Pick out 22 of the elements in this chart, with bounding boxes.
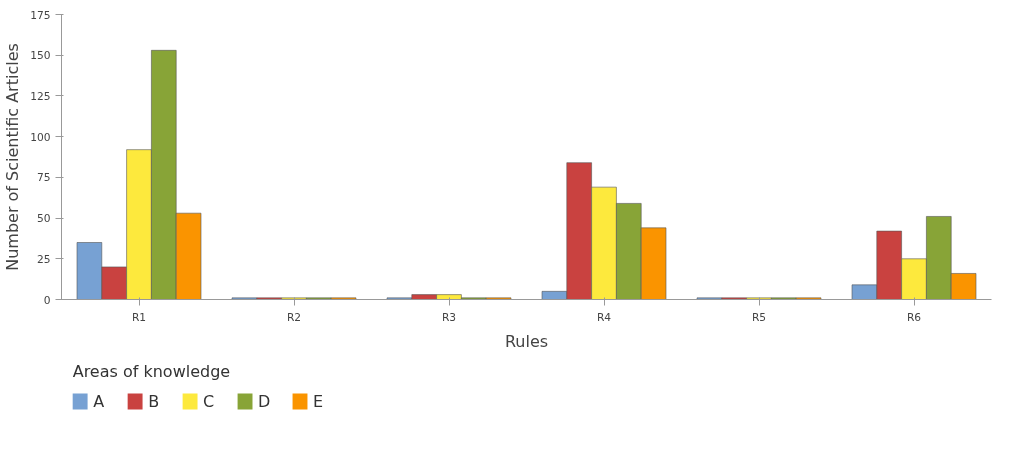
x-tick-label: R3 (441, 310, 457, 324)
legend-label: A (93, 392, 105, 411)
y-tick-label: 0 (43, 293, 51, 307)
x-tick-label: R1 (131, 310, 147, 324)
y-tick-label: 25 (36, 252, 51, 266)
x-tick-label: R2 (286, 310, 302, 324)
y-tick-label: 175 (30, 8, 51, 22)
legend-label: C (203, 392, 215, 411)
legend-label: B (148, 392, 160, 411)
legend-label: E (313, 392, 324, 411)
x-tick-label: R4 (596, 310, 612, 324)
y-tick-label: 100 (30, 130, 51, 144)
y-tick-label: 125 (30, 89, 51, 103)
x-axis-title: Rules (504, 331, 549, 351)
x-tick-label: R5 (751, 310, 767, 324)
x-tick-label: R6 (906, 310, 922, 324)
y-tick-label: 75 (36, 171, 51, 185)
legend-label: D (258, 392, 271, 411)
y-axis-title: Number of Scientific Articles (3, 43, 23, 271)
y-tick-label: 150 (30, 49, 51, 63)
legend-title: Areas of knowledge (72, 362, 231, 381)
y-tick-label: 50 (36, 212, 51, 226)
